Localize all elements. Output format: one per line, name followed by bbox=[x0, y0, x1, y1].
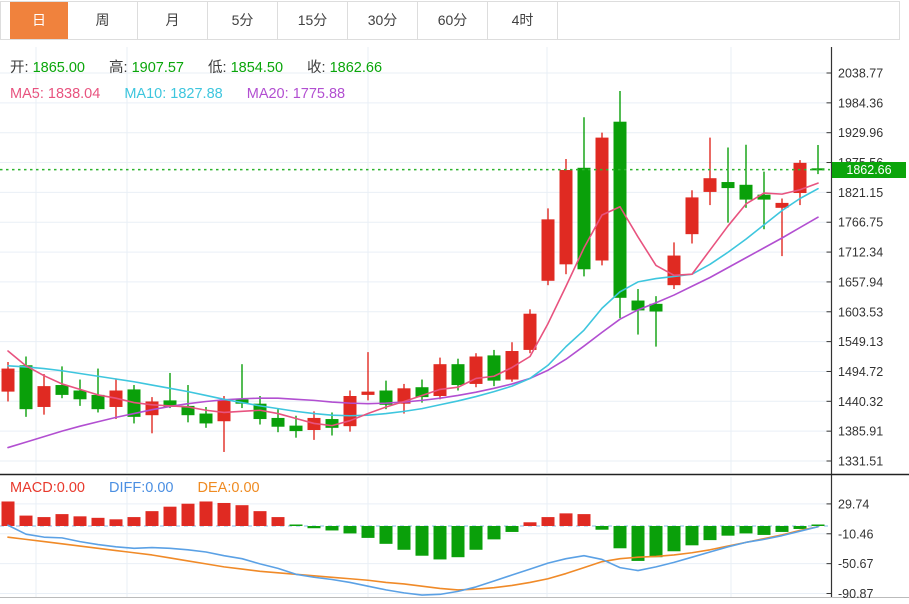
svg-text:1603.53: 1603.53 bbox=[838, 305, 883, 319]
ma10-value: 1827.88 bbox=[170, 86, 223, 102]
timeframe-tab-bar: 日 周 月 5分 15分 30分 60分 4时 bbox=[0, 1, 900, 40]
ma10-label: MA10: bbox=[124, 86, 167, 102]
ma20-label: MA20: bbox=[246, 86, 289, 102]
dea-label: DEA: bbox=[197, 480, 232, 496]
ma20-value: 1775.88 bbox=[292, 86, 346, 102]
tab-day[interactable]: 日 bbox=[10, 2, 68, 39]
close-label: 收: bbox=[307, 60, 326, 76]
svg-text:1549.13: 1549.13 bbox=[838, 335, 883, 349]
svg-text:1712.34: 1712.34 bbox=[838, 246, 883, 260]
svg-text:1331.51: 1331.51 bbox=[838, 455, 883, 469]
svg-text:-90.87: -90.87 bbox=[838, 587, 873, 601]
low-label: 低: bbox=[208, 60, 227, 76]
last-price-tag: 1862.66 bbox=[832, 162, 906, 178]
high-label: 高: bbox=[109, 60, 128, 76]
diff-label: DIFF: bbox=[109, 480, 146, 496]
tab-month[interactable]: 月 bbox=[138, 2, 208, 39]
high-value: 1907.57 bbox=[131, 60, 184, 76]
ma-readout: MA5: 1838.04 MA10: 1827.88 MA20: 1775.88 bbox=[10, 86, 365, 102]
tab-30min[interactable]: 30分 bbox=[348, 2, 418, 39]
svg-text:1821.15: 1821.15 bbox=[838, 186, 883, 200]
svg-text:1766.75: 1766.75 bbox=[838, 216, 883, 230]
svg-text:-50.67: -50.67 bbox=[838, 557, 873, 571]
dea-value: 0.00 bbox=[231, 480, 260, 496]
close-value: 1862.66 bbox=[329, 60, 383, 76]
tab-week[interactable]: 周 bbox=[68, 2, 138, 39]
ma5-value: 1838.04 bbox=[47, 86, 101, 102]
open-label: 开: bbox=[10, 60, 29, 76]
ma5-label: MA5: bbox=[10, 86, 44, 102]
tab-5min[interactable]: 5分 bbox=[208, 2, 278, 39]
low-value: 1854.50 bbox=[230, 60, 284, 76]
svg-text:2038.77: 2038.77 bbox=[838, 67, 883, 81]
macd-label: MACD: bbox=[10, 480, 57, 496]
macd-readout: MACD:0.00 DIFF:0.00 DEA:0.00 bbox=[10, 480, 280, 496]
svg-text:1494.72: 1494.72 bbox=[838, 365, 883, 379]
svg-text:1385.91: 1385.91 bbox=[838, 425, 883, 439]
svg-text:1440.32: 1440.32 bbox=[838, 395, 883, 409]
tab-60min[interactable]: 60分 bbox=[418, 2, 488, 39]
macd-value: 0.00 bbox=[56, 480, 85, 496]
open-value: 1865.00 bbox=[32, 60, 85, 76]
tab-15min[interactable]: 15分 bbox=[278, 2, 348, 39]
svg-text:29.74: 29.74 bbox=[838, 497, 869, 511]
svg-text:1657.94: 1657.94 bbox=[838, 275, 883, 289]
tab-4hour[interactable]: 4时 bbox=[488, 2, 558, 39]
diff-value: 0.00 bbox=[145, 480, 174, 496]
svg-text:1929.96: 1929.96 bbox=[838, 126, 883, 140]
svg-text:-10.46: -10.46 bbox=[838, 527, 873, 541]
ohlc-readout: 开: 1865.00 高: 1907.57 低: 1854.50 收: 1862… bbox=[10, 56, 402, 77]
svg-text:1984.36: 1984.36 bbox=[838, 96, 883, 110]
